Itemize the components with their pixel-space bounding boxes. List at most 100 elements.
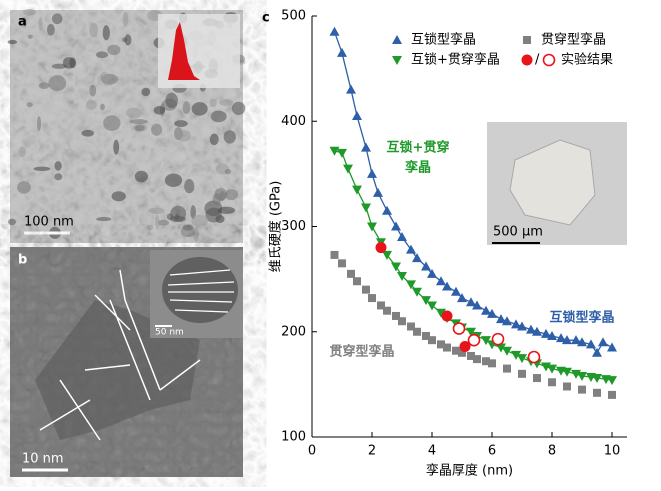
- grain: [209, 133, 219, 146]
- legend-marker: [521, 54, 533, 66]
- marker: [337, 47, 347, 57]
- marker: [452, 322, 466, 335]
- marker: [347, 269, 355, 278]
- x-tick-label: 6: [488, 444, 496, 459]
- marker: [577, 337, 587, 347]
- grain: [132, 123, 148, 132]
- grain: [81, 129, 95, 137]
- marker: [443, 343, 451, 352]
- marker: [343, 164, 353, 174]
- marker: [467, 351, 475, 360]
- grain: [54, 173, 63, 181]
- marker: [491, 332, 505, 346]
- grain: [124, 34, 132, 46]
- marker: [427, 301, 437, 311]
- x-axis-label: 孪晶厚度 (nm): [426, 463, 513, 479]
- marker: [338, 259, 346, 268]
- marker: [412, 287, 422, 297]
- marker: [373, 187, 383, 197]
- grain: [23, 8, 36, 16]
- marker: [607, 376, 617, 386]
- marker: [562, 367, 572, 377]
- marker: [533, 374, 541, 383]
- marker: [452, 346, 460, 355]
- grain: [36, 116, 42, 132]
- annotation: 互锁型孪晶: [549, 310, 614, 326]
- grain: [182, 101, 191, 115]
- marker: [502, 346, 512, 356]
- panel-c: c 500 μm 100 200 300 400 500 0 2 4 6 8 10 孪晶厚度 (nm)…: [262, 9, 627, 479]
- marker: [496, 343, 506, 353]
- marker: [382, 250, 392, 260]
- x-tick-label: 8: [548, 444, 556, 459]
- marker: [511, 350, 521, 360]
- grain: [51, 13, 63, 25]
- grain: [155, 214, 160, 230]
- legend-label: 互锁型孪晶: [411, 32, 476, 48]
- marker: [488, 359, 496, 368]
- grain: [38, 16, 43, 31]
- grain: [174, 120, 188, 128]
- marker: [428, 336, 436, 345]
- marker: [368, 294, 376, 303]
- grain: [103, 115, 121, 131]
- grain: [46, 23, 55, 36]
- marker: [518, 369, 526, 378]
- y-tick-label: 200: [281, 324, 306, 339]
- y-axis-label: 维氏硬度 (GPa): [268, 181, 284, 273]
- marker: [391, 262, 401, 272]
- marker: [586, 339, 596, 349]
- marker: [392, 311, 400, 320]
- grain: [27, 34, 33, 39]
- grain: [102, 25, 110, 41]
- scale-bar-label: 10 nm: [22, 452, 64, 467]
- marker: [382, 205, 392, 215]
- legend-marker: [392, 35, 402, 44]
- grain: [38, 82, 50, 90]
- marker: [481, 305, 491, 315]
- x-tick-label: 2: [368, 444, 376, 459]
- grain: [51, 63, 67, 69]
- marker: [472, 300, 482, 310]
- marker: [578, 385, 586, 394]
- grain: [17, 181, 31, 194]
- grain: [62, 57, 76, 69]
- x-tick-label: 4: [428, 444, 436, 459]
- panel-label: b: [18, 253, 27, 268]
- marker: [607, 342, 617, 352]
- marker: [437, 340, 445, 349]
- marker: [352, 185, 362, 195]
- marker: [459, 340, 471, 352]
- marker: [593, 388, 601, 397]
- marker: [329, 146, 340, 156]
- grain: [217, 206, 236, 214]
- marker: [346, 84, 356, 94]
- marker: [496, 314, 506, 324]
- marker: [362, 285, 370, 294]
- grain: [191, 102, 208, 116]
- marker: [517, 321, 527, 331]
- marker: [592, 374, 602, 384]
- marker: [391, 221, 401, 231]
- grain: [18, 146, 26, 158]
- marker: [467, 333, 481, 347]
- marker: [466, 297, 476, 307]
- x-tick-label: 0: [308, 444, 316, 459]
- marker: [458, 348, 466, 357]
- grain: [129, 119, 148, 125]
- grain: [177, 129, 191, 142]
- y-tick-label: 500: [281, 9, 306, 24]
- grain: [26, 102, 33, 108]
- grain: [7, 39, 18, 45]
- y-tick-label: 100: [281, 430, 306, 445]
- marker: [427, 268, 437, 278]
- panel-label: a: [18, 15, 27, 30]
- inset-grain: [162, 257, 238, 323]
- grain: [169, 215, 186, 223]
- marker: [361, 203, 371, 213]
- grain: [219, 98, 234, 106]
- grain: [157, 219, 170, 226]
- grain: [33, 166, 51, 172]
- marker: [608, 390, 616, 399]
